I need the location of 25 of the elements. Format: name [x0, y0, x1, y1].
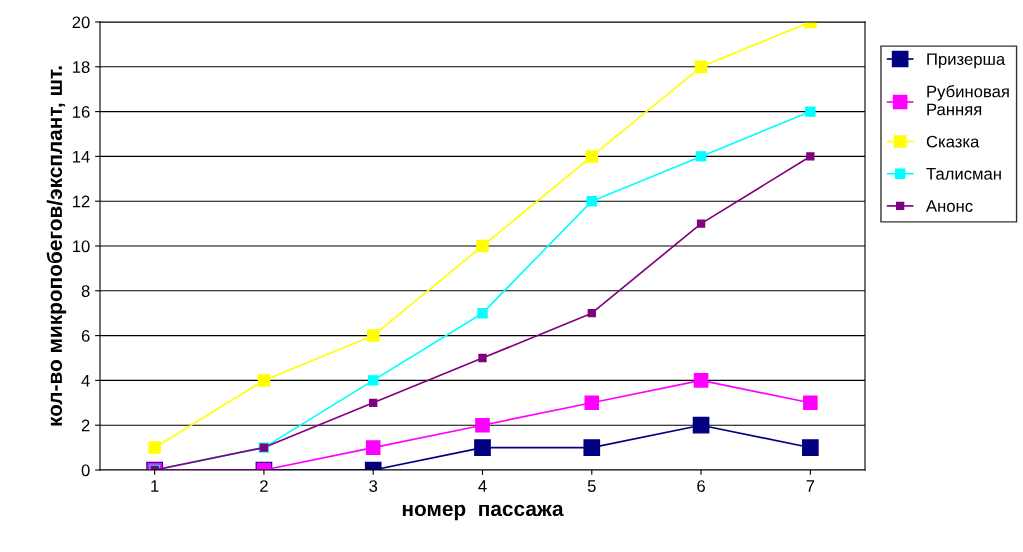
x-tick-label: 7 [806, 480, 815, 492]
x-axis-title: номер пассажа [402, 504, 564, 521]
x-tick-label: 6 [697, 480, 705, 492]
y-tick-label: 2 [81, 419, 90, 432]
x-tick-label: 3 [369, 480, 378, 492]
legend-label: Рубиновая Ранняя [927, 84, 1009, 116]
legend-label: Анонс [926, 200, 973, 212]
y-axis-title: кол-во микропобегов/эксплант, шт. [46, 66, 67, 426]
y-tick-label: 20 [72, 16, 90, 29]
x-tick-label: 4 [478, 480, 487, 492]
legend-label: Сказка [926, 135, 980, 148]
x-tick-label: 5 [587, 480, 596, 492]
y-tick-label: 12 [73, 195, 90, 208]
y-tick-label: 10 [73, 240, 90, 253]
y-tick-label: 6 [81, 330, 90, 342]
legend-label: Призерша [927, 53, 1006, 69]
y-tick-label: 0 [81, 464, 90, 477]
y-tick-label: 8 [81, 285, 90, 297]
y-tick-label: 4 [81, 374, 90, 387]
x-tick-label: 2 [260, 480, 268, 492]
y-tick-label: 16 [73, 106, 90, 118]
x-tick-label: 1 [151, 480, 159, 492]
y-tick-label: 14 [73, 150, 90, 163]
legend-label: Талисман [926, 168, 1001, 180]
y-tick-label: 18 [73, 61, 90, 73]
